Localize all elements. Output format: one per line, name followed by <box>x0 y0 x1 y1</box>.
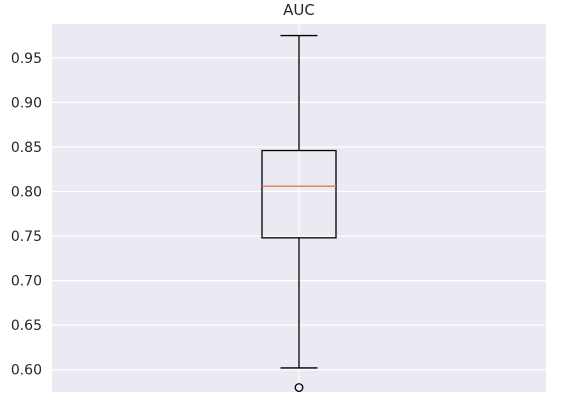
outlier-point <box>294 383 304 392</box>
y-tick-label: 0.75 <box>11 229 42 245</box>
y-tick-label: 0.95 <box>11 51 42 67</box>
box-marks <box>261 34 337 392</box>
y-tick-label: 0.65 <box>11 318 42 334</box>
y-tick-label: 0.80 <box>11 185 42 201</box>
y-tick-label: 0.90 <box>11 95 42 111</box>
iqr-box <box>261 149 337 239</box>
y-tick-label: 0.60 <box>11 363 42 379</box>
y-axis: 0.60 0.65 0.70 0.75 0.80 0.85 0.90 0.95 <box>11 51 42 379</box>
y-tick-label: 0.85 <box>11 140 42 156</box>
y-tick-label: 0.70 <box>11 274 42 290</box>
chart-title: AUC <box>283 1 315 19</box>
